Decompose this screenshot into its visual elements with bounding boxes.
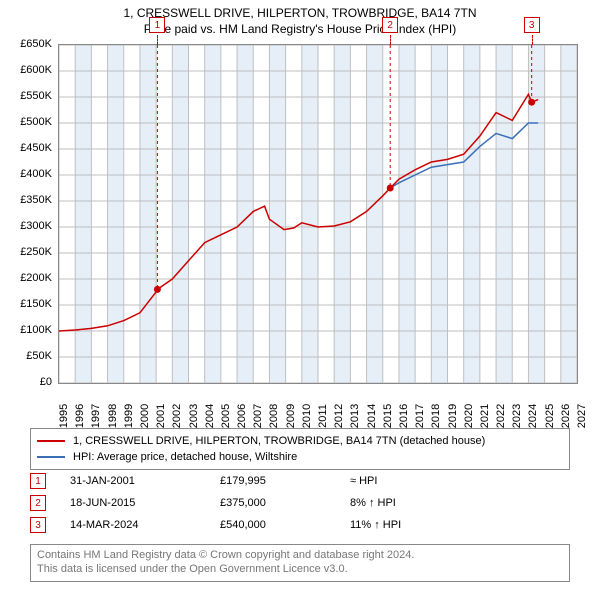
sale-point-date: 31-JAN-2001	[70, 475, 220, 487]
x-tick-label: 1998	[107, 404, 119, 428]
x-tick-label: 1995	[58, 404, 70, 428]
x-tick-label: 2002	[171, 404, 183, 428]
sale-point-price: £179,995	[220, 475, 350, 487]
chart-title-address: 1, CRESSWELL DRIVE, HILPERTON, TROWBRIDG…	[0, 6, 600, 20]
page: 1, CRESSWELL DRIVE, HILPERTON, TROWBRIDG…	[0, 0, 600, 590]
x-tick-label: 2018	[430, 404, 442, 428]
legend-swatch	[37, 440, 65, 442]
x-tick-label: 2023	[511, 404, 523, 428]
y-axis-labels: £0£50K£100K£150K£200K£250K£300K£350K£400…	[8, 44, 54, 384]
y-tick-label: £600K	[20, 64, 52, 76]
legend-swatch	[37, 456, 65, 458]
sale-point-price: £540,000	[220, 519, 350, 531]
x-tick-label: 2003	[188, 404, 200, 428]
sale-point-delta: 11% ↑ HPI	[350, 519, 480, 531]
y-tick-label: £650K	[20, 38, 52, 50]
y-tick-label: £0	[40, 376, 52, 388]
sale-points-table: 1 31-JAN-2001£179,995≈ HPI 2 18-JUN-2015£37…	[30, 470, 570, 536]
footer-attribution: Contains HM Land Registry data © Crown c…	[30, 544, 570, 582]
legend-row: HPI: Average price, detached house, Wilt…	[37, 449, 563, 465]
x-tick-label: 2024	[527, 404, 539, 428]
x-tick-label: 2007	[252, 404, 264, 428]
x-tick-label: 2000	[139, 404, 151, 428]
footer-line-1: Contains HM Land Registry data © Crown c…	[37, 549, 563, 563]
y-tick-label: £100K	[20, 324, 52, 336]
sale-point-row: 2 18-JUN-2015£375,0008% ↑ HPI	[30, 492, 570, 514]
plot-area: 123	[58, 44, 578, 384]
sale-marker-badge: 3	[524, 17, 540, 33]
x-tick-label: 1996	[74, 404, 86, 428]
x-tick-label: 2025	[544, 404, 556, 428]
x-tick-label: 2021	[479, 404, 491, 428]
x-tick-label: 2006	[236, 404, 248, 428]
sale-point-badge: 1	[30, 473, 46, 489]
legend-label: HPI: Average price, detached house, Wilt…	[73, 451, 297, 463]
x-tick-label: 1999	[123, 404, 135, 428]
sale-marker-badge: 1	[149, 17, 165, 33]
footer-line-2: This data is licensed under the Open Gov…	[37, 563, 563, 577]
x-tick-label: 2012	[333, 404, 345, 428]
sale-point-price: £375,000	[220, 497, 350, 509]
y-tick-label: £500K	[20, 116, 52, 128]
y-tick-label: £150K	[20, 298, 52, 310]
x-tick-label: 2015	[382, 404, 394, 428]
legend: 1, CRESSWELL DRIVE, HILPERTON, TROWBRIDG…	[30, 428, 570, 470]
x-tick-label: 2008	[268, 404, 280, 428]
x-tick-label: 2014	[366, 404, 378, 428]
x-tick-label: 2019	[447, 404, 459, 428]
x-tick-label: 2027	[576, 404, 588, 428]
x-tick-label: 2016	[398, 404, 410, 428]
x-tick-label: 2022	[495, 404, 507, 428]
y-tick-label: £400K	[20, 168, 52, 180]
x-tick-label: 2005	[220, 404, 232, 428]
x-axis-labels: 1995199619971998199920002001200220032004…	[58, 388, 578, 424]
y-tick-label: £450K	[20, 142, 52, 154]
y-tick-label: £550K	[20, 90, 52, 102]
sale-point-delta: ≈ HPI	[350, 475, 480, 487]
legend-label: 1, CRESSWELL DRIVE, HILPERTON, TROWBRIDG…	[73, 435, 485, 447]
y-tick-label: £250K	[20, 246, 52, 258]
x-tick-label: 2004	[204, 404, 216, 428]
sale-point-date: 18-JUN-2015	[70, 497, 220, 509]
x-tick-label: 2026	[560, 404, 572, 428]
chart-title-subtitle: Price paid vs. HM Land Registry's House …	[0, 22, 600, 36]
sale-point-row: 1 31-JAN-2001£179,995≈ HPI	[30, 470, 570, 492]
sale-point-badge: 3	[30, 517, 46, 533]
x-tick-label: 1997	[90, 404, 102, 428]
x-tick-label: 2010	[301, 404, 313, 428]
sale-point-delta: 8% ↑ HPI	[350, 497, 480, 509]
y-tick-label: £50K	[26, 350, 52, 362]
x-tick-label: 2017	[414, 404, 426, 428]
x-tick-label: 2020	[463, 404, 475, 428]
y-tick-label: £300K	[20, 220, 52, 232]
x-tick-label: 2013	[349, 404, 361, 428]
sale-point-badge: 2	[30, 495, 46, 511]
x-tick-label: 2001	[155, 404, 167, 428]
sale-marker-connector	[157, 35, 158, 45]
y-tick-label: £200K	[20, 272, 52, 284]
x-tick-label: 2009	[285, 404, 297, 428]
titles: 1, CRESSWELL DRIVE, HILPERTON, TROWBRIDG…	[0, 0, 600, 36]
legend-row: 1, CRESSWELL DRIVE, HILPERTON, TROWBRIDG…	[37, 433, 563, 449]
plot-svg	[59, 45, 577, 383]
sale-marker-connector	[532, 35, 533, 45]
sale-point-row: 3 14-MAR-2024£540,00011% ↑ HPI	[30, 514, 570, 536]
sale-marker-connector	[390, 35, 391, 45]
sale-point-date: 14-MAR-2024	[70, 519, 220, 531]
y-tick-label: £350K	[20, 194, 52, 206]
chart: £0 £50K £100K £150K £200K £250K £300K £350K £400…	[8, 44, 592, 424]
x-tick-label: 2011	[317, 404, 329, 428]
sale-marker-badge: 2	[382, 17, 398, 33]
